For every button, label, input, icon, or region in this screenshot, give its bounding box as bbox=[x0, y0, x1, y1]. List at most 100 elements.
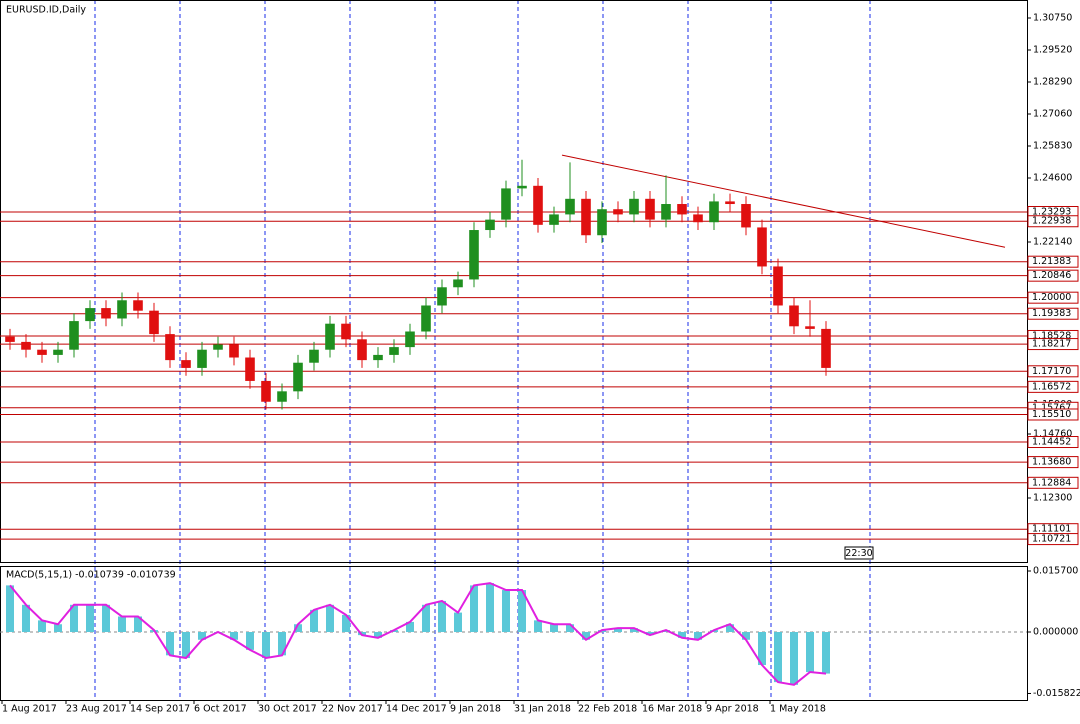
x-tick-label: 6 Oct 2017 bbox=[194, 704, 247, 715]
candle-body bbox=[197, 349, 207, 368]
candle-body bbox=[101, 308, 111, 319]
candle-body bbox=[773, 266, 783, 306]
candle-body bbox=[293, 362, 303, 392]
candle-body bbox=[149, 310, 159, 335]
macd-bar bbox=[182, 632, 190, 659]
indicator-tick-label: 0.000000 bbox=[1033, 627, 1078, 638]
indicator-tick-label: 0.015700 bbox=[1033, 566, 1078, 577]
candle-body bbox=[725, 201, 735, 205]
macd-line bbox=[9, 582, 827, 686]
candle-body bbox=[501, 188, 511, 220]
level-label-box bbox=[1027, 456, 1079, 469]
level-label-box bbox=[1027, 408, 1079, 421]
level-label: 1.13680 bbox=[1032, 457, 1071, 468]
macd-bar bbox=[342, 614, 350, 633]
level-label: 1.21383 bbox=[1032, 256, 1071, 267]
time-box bbox=[844, 546, 874, 560]
x-tick-label: 22 Nov 2017 bbox=[322, 704, 383, 715]
candle-body bbox=[341, 323, 351, 340]
candle-body bbox=[613, 209, 623, 215]
candle-body bbox=[117, 300, 127, 319]
candle-body bbox=[85, 308, 95, 322]
candle-body bbox=[261, 380, 271, 402]
candle-body bbox=[453, 279, 463, 288]
level-label-box bbox=[1027, 291, 1079, 304]
level-label-box bbox=[1027, 436, 1079, 449]
macd-bar bbox=[438, 600, 446, 633]
macd-bar bbox=[454, 612, 462, 633]
y-tick-label: 1.27060 bbox=[1033, 109, 1072, 120]
candle-body bbox=[325, 323, 335, 350]
macd-bar bbox=[790, 632, 798, 685]
macd-bar bbox=[806, 632, 814, 673]
candle-body bbox=[661, 204, 671, 220]
candle-body bbox=[277, 391, 287, 402]
macd-bar bbox=[518, 590, 526, 633]
x-tick-label: 14 Dec 2017 bbox=[386, 704, 447, 715]
x-tick-label: 1 May 2018 bbox=[770, 704, 826, 715]
level-label-box bbox=[1027, 380, 1079, 393]
macd-bar bbox=[646, 632, 654, 636]
candle-body bbox=[421, 305, 431, 332]
candle-body bbox=[581, 198, 591, 236]
y-tick-label: 1.14760 bbox=[1033, 429, 1072, 440]
macd-bar bbox=[54, 624, 62, 633]
candle-body bbox=[181, 360, 191, 368]
macd-bar bbox=[278, 632, 286, 656]
candle-body bbox=[21, 341, 31, 350]
candle-body bbox=[645, 198, 655, 220]
time-label: 22:30 bbox=[845, 548, 872, 559]
level-label: 1.17170 bbox=[1032, 366, 1071, 377]
y-tick-label: 1.30750 bbox=[1033, 13, 1072, 24]
level-label-box bbox=[1027, 476, 1079, 489]
level-label: 1.14452 bbox=[1032, 437, 1071, 448]
level-label-box bbox=[1027, 307, 1079, 320]
level-label: 1.22938 bbox=[1032, 216, 1071, 227]
macd-bar bbox=[310, 609, 318, 633]
macd-bar bbox=[102, 604, 110, 633]
x-tick-label: 22 Feb 2018 bbox=[578, 704, 637, 715]
macd-bar bbox=[742, 632, 750, 640]
candle-body bbox=[373, 354, 383, 361]
level-label-box bbox=[1027, 215, 1079, 228]
level-label-box bbox=[1027, 338, 1079, 351]
candle-body bbox=[709, 201, 719, 223]
trendline bbox=[561, 154, 1006, 248]
candle-body bbox=[69, 321, 79, 350]
macd-bar bbox=[6, 585, 14, 633]
level-label: 1.20846 bbox=[1032, 270, 1071, 281]
y-tick-label: 1.24600 bbox=[1033, 173, 1072, 184]
macd-bar bbox=[486, 583, 494, 633]
macd-bar bbox=[374, 632, 382, 638]
candle-body bbox=[565, 198, 575, 215]
candle-body bbox=[821, 328, 831, 368]
macd-bar bbox=[534, 620, 542, 633]
candle-body bbox=[245, 357, 255, 381]
candle-body bbox=[229, 344, 239, 358]
macd-bar bbox=[694, 632, 702, 640]
macd-bar bbox=[566, 624, 574, 633]
macd-bar bbox=[406, 621, 414, 633]
candle-body bbox=[741, 204, 751, 228]
macd-bar bbox=[678, 632, 686, 638]
level-label: 1.23293 bbox=[1032, 207, 1071, 218]
candle-body bbox=[629, 198, 639, 215]
macd-bar bbox=[726, 624, 734, 633]
macd-bar bbox=[198, 632, 206, 640]
macd-bar bbox=[22, 604, 30, 633]
level-label: 1.19383 bbox=[1032, 308, 1071, 319]
x-tick-label: 30 Oct 2017 bbox=[258, 704, 317, 715]
candle-body bbox=[597, 209, 607, 236]
y-tick-label: 1.28290 bbox=[1033, 77, 1072, 88]
level-label: 1.15767 bbox=[1032, 402, 1071, 413]
candle-body bbox=[533, 185, 543, 225]
macd-bar bbox=[614, 628, 622, 633]
candle-body bbox=[677, 204, 687, 215]
macd-bar bbox=[166, 632, 174, 656]
x-tick-label: 16 Mar 2018 bbox=[642, 704, 702, 715]
level-label: 1.12884 bbox=[1032, 477, 1071, 488]
macd-bar bbox=[262, 632, 270, 659]
macd-bar bbox=[230, 632, 238, 640]
macd-bar bbox=[38, 620, 46, 633]
